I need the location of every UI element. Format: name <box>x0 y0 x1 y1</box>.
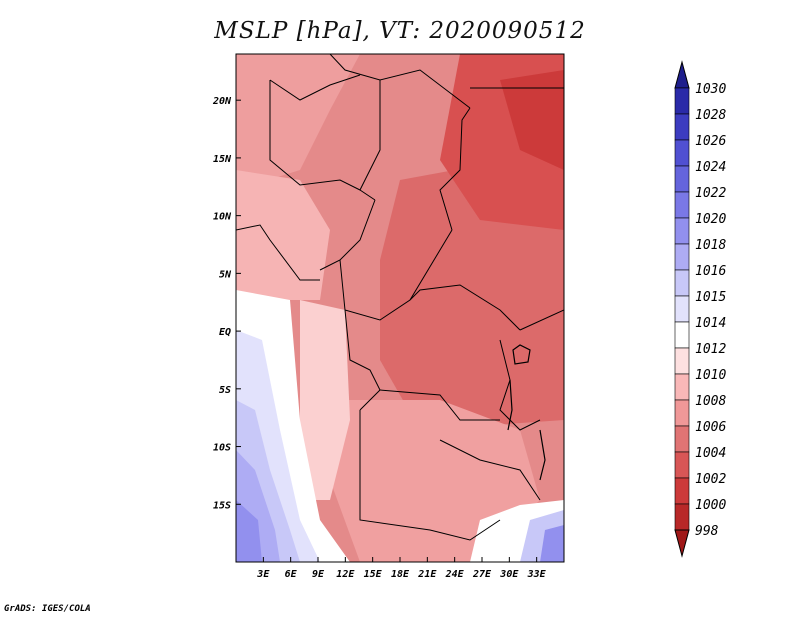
colorbar-cell <box>674 191 690 219</box>
x-tick-label: 24E <box>445 569 465 580</box>
pressure-region-coast <box>300 300 350 500</box>
x-axis: 3E 6E 9E 12E 15E 18E 21E 24E 27E 30E 33E <box>256 557 547 580</box>
colorbar-cell <box>674 503 690 531</box>
colorbar-label: 1016 <box>695 264 726 279</box>
colorbar-label: 1002 <box>695 472 726 487</box>
colorbar-label: 1006 <box>695 420 726 435</box>
border-niger-chad <box>359 80 381 201</box>
border-angola-namibia <box>359 410 501 541</box>
colorbar-cell <box>674 87 690 115</box>
colorbar-cell <box>674 451 690 479</box>
credit-label: GrADS: IGES/COLA <box>4 604 91 614</box>
y-tick-label: 10S <box>213 443 231 454</box>
colorbar-cell <box>674 399 690 427</box>
y-tick-label: 5N <box>219 269 232 280</box>
colorbar: 1030 1028 1026 1024 1022 1020 1018 1016 1015 1014… <box>674 60 726 558</box>
border-chad-sudan <box>439 107 471 231</box>
x-tick-label: 3E <box>256 569 270 580</box>
colorbar-label: 998 <box>695 524 719 539</box>
colorbar-label: 1020 <box>695 212 726 227</box>
colorbar-label: 1004 <box>695 446 726 461</box>
border-south-sudan <box>409 284 521 331</box>
pressure-region-se-1020 <box>540 525 564 562</box>
colorbar-label: 1024 <box>695 160 726 175</box>
y-tick-label: 15N <box>213 154 232 165</box>
colorbar-cell <box>674 477 690 505</box>
colorbar-label: 1018 <box>695 238 726 253</box>
x-tick-label: 33E <box>527 569 547 580</box>
border-congo <box>344 309 381 411</box>
pressure-region-nw <box>236 54 360 190</box>
border-zambia <box>439 439 541 501</box>
y-tick-label: 20N <box>212 96 232 107</box>
x-tick-label: 18E <box>391 569 410 580</box>
lake-malawi <box>539 429 546 481</box>
colorbar-label: 1026 <box>695 134 726 149</box>
colorbar-cell <box>674 425 690 453</box>
y-axis: 20N 15N 10N 5N EQ 5S 10S 15S <box>212 96 241 511</box>
colorbar-label: 1015 <box>695 290 726 305</box>
pressure-region-west <box>236 170 330 300</box>
border-drc-south <box>379 389 500 421</box>
pressure-region-ocean-1020 <box>236 500 262 562</box>
colorbar-label: 1000 <box>695 498 726 513</box>
colorbar-label: 1012 <box>695 342 726 357</box>
border-ethiopia <box>519 309 564 331</box>
colorbar-cell <box>674 217 690 245</box>
y-tick-label: 5S <box>219 385 231 396</box>
y-tick-label: 10N <box>213 212 232 223</box>
pressure-field <box>236 54 564 562</box>
colorbar-label: 1014 <box>695 316 726 331</box>
colorbar-label: 1030 <box>695 82 726 97</box>
country-borders <box>236 54 564 541</box>
colorbar-cell <box>674 113 690 141</box>
colorbar-cell <box>674 243 690 271</box>
colorbar-cell <box>674 295 690 323</box>
border-east-africa <box>499 339 541 431</box>
colorbar-cell <box>674 321 690 349</box>
colorbar-cell <box>674 165 690 193</box>
colorbar-label: 1008 <box>695 394 726 409</box>
x-tick-label: 21E <box>417 569 437 580</box>
border-west-coast <box>236 224 320 281</box>
y-tick-label: 15S <box>213 500 231 511</box>
lake-victoria <box>512 344 531 365</box>
border-nigeria <box>319 199 376 271</box>
x-tick-label: 12E <box>336 569 355 580</box>
colorbar-label: 1022 <box>695 186 726 201</box>
colorbar-cell <box>674 139 690 167</box>
pressure-core-ne <box>500 70 564 170</box>
colorbar-label: 1028 <box>695 108 726 123</box>
lakes <box>507 344 546 481</box>
colorbar-cell <box>674 347 690 375</box>
border-mali-niger <box>269 80 361 191</box>
colorbar-label: 1010 <box>695 368 726 383</box>
y-tick-label: EQ <box>219 327 231 338</box>
border-car <box>339 229 453 321</box>
x-tick-label: 9E <box>312 569 325 580</box>
x-tick-label: 27E <box>472 569 492 580</box>
lake-tanganyika <box>507 379 513 431</box>
x-tick-label: 6E <box>285 569 298 580</box>
border-algeria <box>269 74 361 101</box>
colorbar-cell <box>674 373 690 401</box>
x-tick-label: 30E <box>499 569 519 580</box>
colorbar-top-arrow <box>674 60 690 89</box>
colorbar-bottom-arrow <box>674 529 690 558</box>
colorbar-cell <box>674 269 690 297</box>
chart-title: MSLP [hPa], VT: 2020090512 <box>214 18 586 44</box>
x-tick-label: 15E <box>364 569 383 580</box>
